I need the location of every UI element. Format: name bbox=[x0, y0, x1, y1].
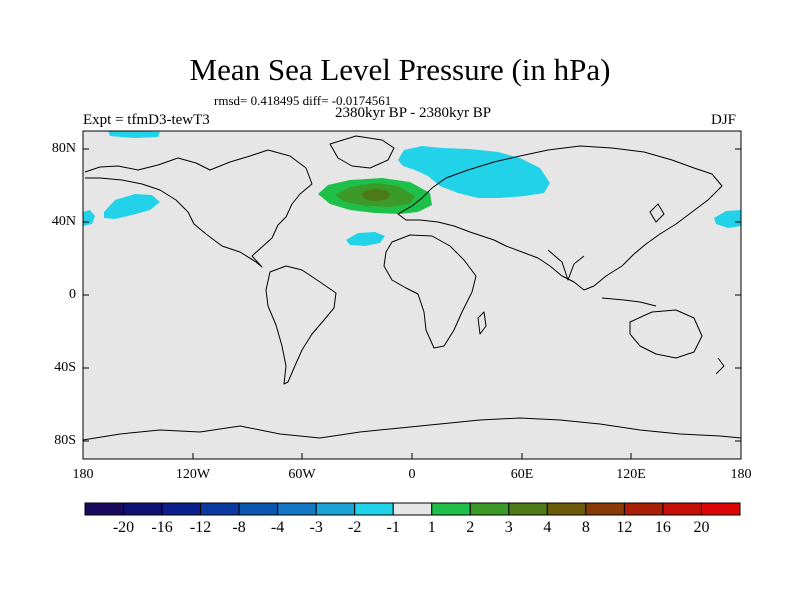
lat-label-80s: 80S bbox=[54, 433, 76, 448]
map-background bbox=[83, 131, 741, 459]
lon-label-60w: 60W bbox=[288, 467, 316, 482]
colorbar-swatch bbox=[662, 502, 702, 516]
lon-label-60e: 60E bbox=[510, 467, 534, 482]
coastline-greenland bbox=[329, 135, 395, 169]
colorbar-label: 8 bbox=[581, 519, 590, 536]
colorbar-label: -3 bbox=[309, 519, 323, 536]
experiment-label: Expt = tfmD3-tewT3 bbox=[83, 112, 210, 128]
coastline-indonesia bbox=[601, 297, 657, 307]
lon-label-180e: 180 bbox=[730, 467, 752, 482]
lon-label-120w: 120W bbox=[175, 467, 211, 482]
period-text: 2380kyr BP - 2380kyr BP bbox=[334, 105, 492, 121]
lat-label-40n: 40N bbox=[51, 214, 76, 229]
colorbar-swatch bbox=[585, 502, 625, 516]
cyan-anomaly-arctic bbox=[108, 131, 160, 138]
colorbar-label: -8 bbox=[232, 519, 246, 536]
cyan-anomaly-scandinavia bbox=[398, 146, 550, 198]
colorbar-label: 3 bbox=[504, 519, 513, 536]
coastline-south-america bbox=[265, 265, 337, 385]
lat-label-40s: 40S bbox=[54, 360, 76, 375]
coastline-eurasia bbox=[397, 145, 723, 291]
colorbar-swatch bbox=[546, 502, 587, 516]
colorbar-label: -1 bbox=[386, 519, 400, 536]
lon-label-180w: 180 bbox=[72, 467, 94, 482]
colorbar-label: 16 bbox=[654, 519, 671, 536]
colorbar-label: -4 bbox=[270, 519, 285, 536]
page-title: Mean Sea Level Pressure (in hPa) bbox=[189, 52, 611, 87]
colorbar-label: 2 bbox=[466, 519, 475, 536]
colorbar-swatch bbox=[392, 502, 433, 516]
coastline-japan bbox=[649, 203, 665, 223]
coastline-antarctica bbox=[82, 417, 742, 441]
colorbar-swatch bbox=[315, 502, 356, 516]
colorbar bbox=[84, 502, 741, 516]
colorbar-swatch bbox=[469, 502, 510, 516]
colorbar-swatch bbox=[700, 502, 741, 516]
coastline-africa bbox=[383, 234, 477, 349]
colorbar-label: -20 bbox=[112, 519, 135, 536]
lon-label-120e: 120E bbox=[616, 467, 646, 482]
colorbar-label: 20 bbox=[693, 519, 710, 536]
cyan-anomaly-north-pacific-east bbox=[714, 210, 741, 228]
lon-label-0: 0 bbox=[408, 467, 416, 482]
coastline-madagascar bbox=[477, 311, 487, 335]
cyan-anomaly-atlantic bbox=[346, 232, 385, 246]
coastline-new-zealand bbox=[715, 357, 725, 375]
colorbar-swatch bbox=[277, 502, 317, 516]
stats-text: rmsd= 0.418495 diff= -0.0174561 bbox=[214, 93, 392, 108]
green-anomaly-core bbox=[362, 189, 390, 201]
positive-anomaly bbox=[318, 178, 432, 214]
coastline-australia bbox=[629, 309, 703, 359]
colorbar-label: -16 bbox=[151, 519, 173, 536]
coastline-india bbox=[547, 249, 585, 281]
colorbar-label: 12 bbox=[616, 519, 633, 536]
colorbar-swatch bbox=[623, 502, 664, 516]
colorbar-swatch bbox=[431, 502, 471, 516]
lat-label-80n: 80N bbox=[51, 141, 76, 156]
colorbar-label: 1 bbox=[427, 519, 436, 536]
colorbar-label: -2 bbox=[348, 519, 362, 536]
colorbar-swatch bbox=[200, 502, 240, 516]
colorbar-swatch bbox=[84, 502, 125, 516]
colorbar-label: 4 bbox=[543, 519, 552, 536]
lat-label-0: 0 bbox=[69, 287, 76, 302]
lon-ticks bbox=[82, 453, 742, 459]
coastline-north-america bbox=[84, 149, 313, 268]
colorbar-label: -12 bbox=[189, 519, 212, 536]
coastlines bbox=[82, 135, 742, 441]
season-label: DJF bbox=[711, 112, 737, 128]
cyan-anomaly-north-pacific bbox=[104, 194, 160, 219]
colorbar-swatch bbox=[123, 502, 163, 516]
lat-ticks bbox=[83, 148, 741, 442]
colorbar-swatch bbox=[238, 502, 279, 516]
colorbar-swatch bbox=[354, 502, 394, 516]
colorbar-swatch bbox=[508, 502, 548, 516]
colorbar-swatch bbox=[161, 502, 202, 516]
